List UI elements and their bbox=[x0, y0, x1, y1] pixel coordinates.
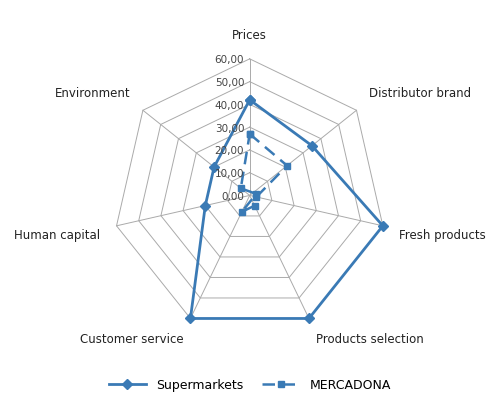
Text: Fresh products: Fresh products bbox=[399, 230, 486, 242]
Text: Environment: Environment bbox=[54, 87, 130, 100]
Text: 40,00: 40,00 bbox=[214, 101, 244, 111]
Text: Distributor brand: Distributor brand bbox=[370, 87, 472, 100]
Text: Prices: Prices bbox=[232, 30, 267, 42]
Text: 60,00: 60,00 bbox=[214, 55, 244, 65]
Text: 30,00: 30,00 bbox=[214, 124, 244, 134]
Text: Customer service: Customer service bbox=[80, 333, 184, 346]
Legend: Supermarkets, MERCADONA: Supermarkets, MERCADONA bbox=[104, 374, 396, 396]
Text: Products selection: Products selection bbox=[316, 333, 424, 346]
Text: 50,00: 50,00 bbox=[214, 78, 244, 88]
Text: 0,00: 0,00 bbox=[222, 192, 244, 202]
Text: 20,00: 20,00 bbox=[214, 146, 244, 156]
Text: 10,00: 10,00 bbox=[214, 169, 244, 179]
Text: Human capital: Human capital bbox=[14, 230, 100, 242]
